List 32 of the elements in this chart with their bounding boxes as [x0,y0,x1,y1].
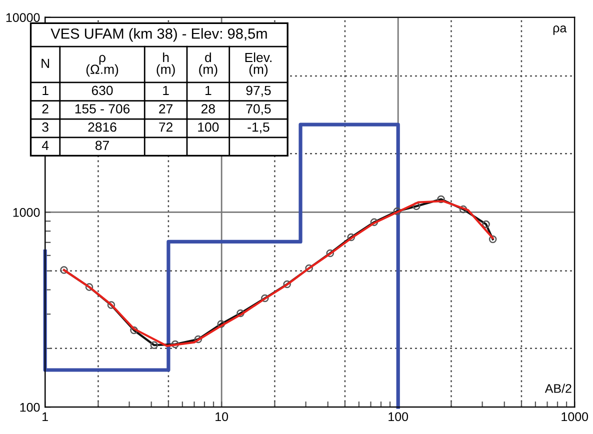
annotation: -1,5 [248,122,270,134]
annotation: 1 [206,86,212,96]
annotation: 97,5 [246,86,271,97]
x-tick-label: 1 [42,412,48,422]
annotation: 87 [95,140,109,150]
x-axis-title: AB/2 [544,384,572,393]
annotation: 27 [159,104,172,114]
annotation: 2 [42,104,48,114]
annotation: N [42,58,50,68]
x-tick-label: 1000 [562,412,588,422]
annotation: 72 [159,122,172,132]
annotation: 1 [42,86,48,96]
annotation: 1 [163,86,169,96]
annotation: ρ (Ω.m) [86,54,118,77]
annotation: 2816 [88,122,116,132]
y-tick-label: 1000 [13,208,40,217]
annotation: h (m) [156,52,175,77]
annotation: d (m) [199,52,218,77]
annotation: 155 - 706 [75,104,130,114]
annotation: 70,5 [246,104,271,116]
y-tick-label: 100 [20,402,40,412]
annotation: 3 [42,122,48,132]
annotation: 630 [92,86,113,96]
annotation: 28 [201,104,215,114]
annotation: 4 [42,140,49,150]
y-tick-label: 10000 [6,13,40,22]
annotation: 100 [198,122,219,132]
x-tick-label: 100 [388,412,408,422]
annotation: Elev. (m) [245,52,272,77]
annotation: VES UFAM (km 38) - Elev: 98,5m [50,28,267,42]
y-axis-title: ρa [553,26,567,35]
x-tick-label: 10 [216,412,228,422]
